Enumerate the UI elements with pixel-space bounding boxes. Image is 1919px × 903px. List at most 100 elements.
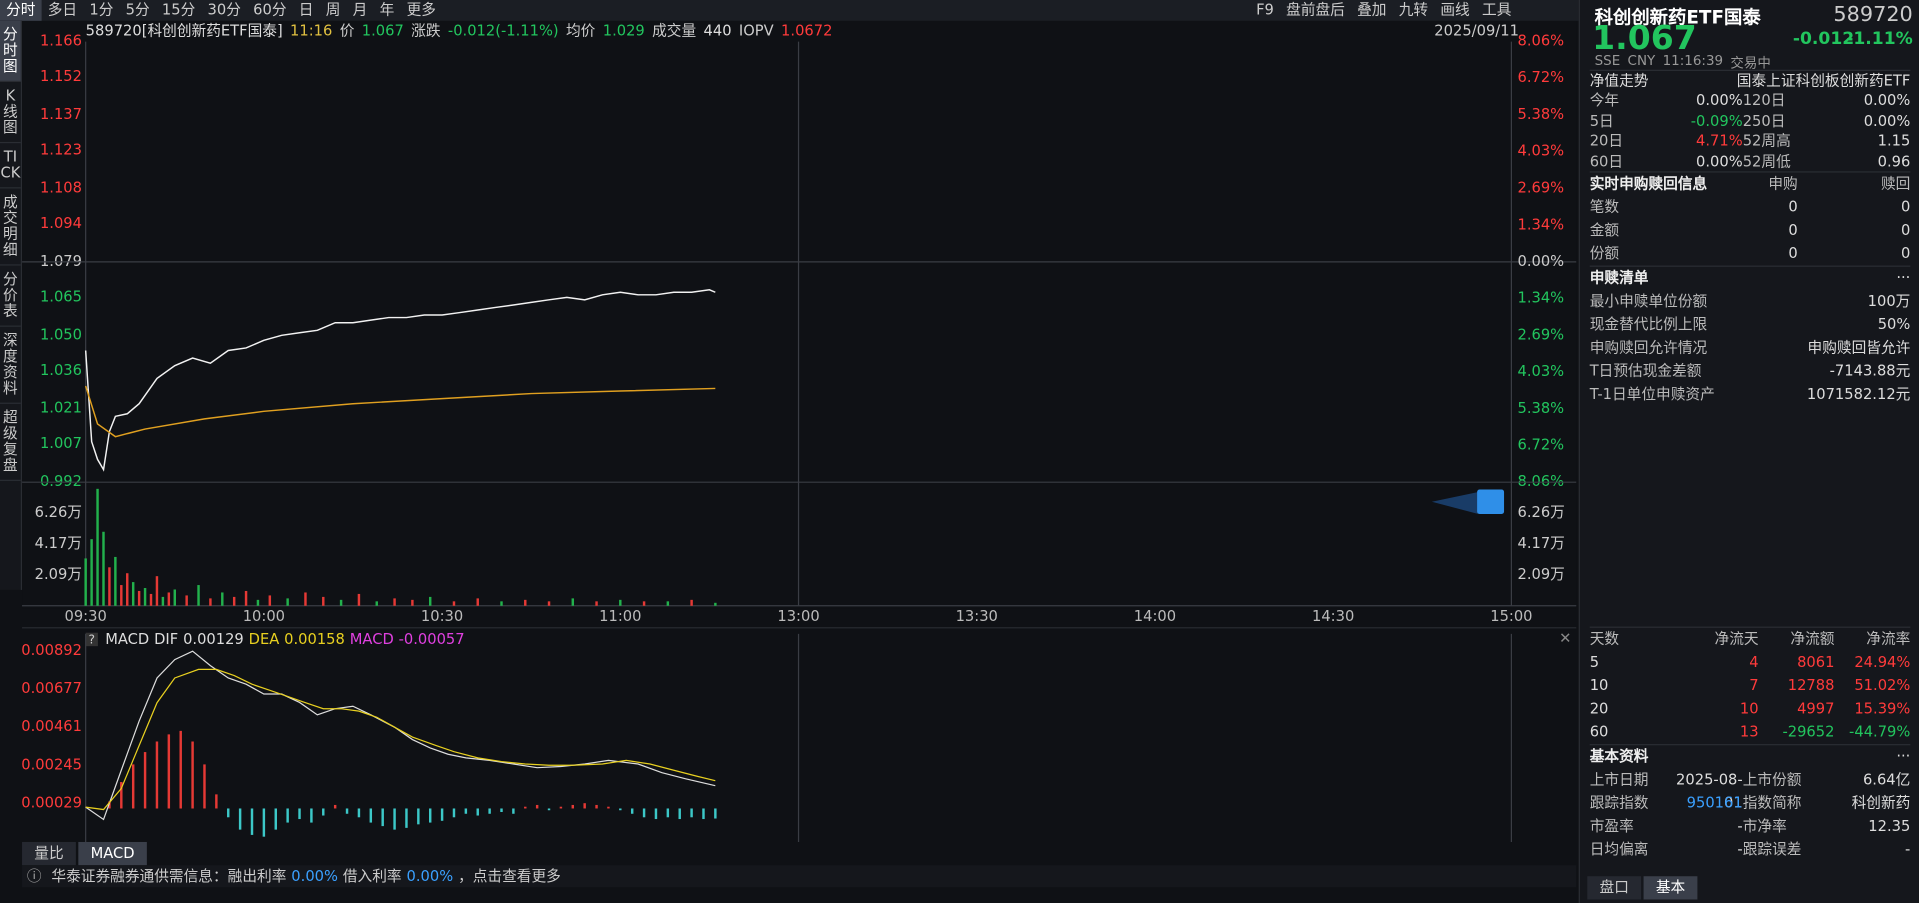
tool[interactable]: F9 (1256, 1, 1274, 19)
nav-cell: 20日 (1589, 132, 1624, 150)
y2-tick-label: 4.03% (1518, 363, 1565, 380)
nav-section: 净值走势 国泰上证科创板创新药ETF 今年 0.00% 120日 0.00% 5日 -0.09… (1589, 69, 1911, 172)
tab[interactable]: 30分 (207, 1, 241, 19)
tab[interactable]: 周 (325, 1, 341, 19)
sub-cell: 0 (1901, 198, 1911, 216)
tab[interactable]: 15分 (161, 1, 196, 19)
tab[interactable]: 多日 (47, 1, 78, 19)
basic-cell: 12.35 (1868, 817, 1911, 835)
y-tick-label: 0.00461 (21, 718, 82, 735)
tool[interactable]: 叠加 (1357, 1, 1387, 19)
list-more[interactable]: ··· (1896, 269, 1911, 287)
y2-tick-label: 5.38% (1518, 106, 1565, 123)
flow-cell: 12788 (1787, 676, 1835, 694)
flow-row: 20 10 4997 15.39% (1590, 698, 1911, 721)
nav-row: 今年 0.00% 120日 0.00% (1590, 91, 1911, 111)
y-tick-label: 0.00245 (21, 756, 82, 773)
tab[interactable]: 更多 (406, 1, 436, 19)
volume-bar (619, 599, 622, 606)
volume-bar (304, 592, 307, 606)
y2-tick-label: 1.34% (1518, 290, 1565, 307)
tool[interactable]: 九转 (1398, 1, 1429, 19)
tab[interactable]: 5分 (125, 1, 150, 19)
sub-row: 金额 0 0 (1590, 219, 1911, 242)
tab[interactable]: 1分 (89, 1, 114, 19)
x-tick-label: 14:00 (1134, 608, 1176, 625)
subscription-section: 实时申购赎回信息 申购 赎回 笔数 0 0 金额 0 0 份额 0 0 (1589, 171, 1911, 265)
volume-bar (185, 595, 188, 606)
side-tab[interactable]: 分时图 (0, 20, 21, 82)
sub-cell: 0 (1788, 244, 1798, 262)
tab[interactable]: 月 (352, 1, 368, 19)
tab[interactable]: 分时 (0, 0, 42, 21)
y-tick-label: 1.007 (40, 435, 82, 452)
y-tick-label: 1.166 (40, 33, 82, 50)
close-icon[interactable]: ✕ (1559, 630, 1571, 647)
basic-row: 上市日期 2025-08-01 上市份额 6.64亿 (1590, 769, 1911, 811)
list-cell: 现金替代比例上限 (1589, 315, 1708, 333)
side-tab[interactable]: 分价表 (0, 266, 21, 327)
tab[interactable]: 日 (298, 1, 314, 19)
volume-bar (666, 601, 670, 606)
nav-cell: 120日 (1742, 91, 1786, 109)
flow-head: 天数 (1589, 630, 1620, 648)
price-line (84, 289, 716, 472)
help-icon[interactable] (85, 632, 98, 647)
side-tab[interactable]: K线图 (0, 82, 21, 144)
quote-price_label: 价 (339, 22, 355, 40)
macd-line (85, 668, 716, 811)
flow-table: 天数 净流天 净流额 净流率 5 4 8061 24.94% 10 7 12788 51.02% 20 1… (1589, 626, 1911, 744)
volume-bar (286, 598, 289, 606)
volume-bar (84, 558, 87, 606)
sub-cell: 0 (1788, 198, 1798, 216)
panel-tab[interactable]: 盘口 (1587, 876, 1642, 900)
side-tab[interactable]: TICK (0, 143, 21, 189)
sub-row: 份额 0 0 (1590, 242, 1911, 265)
x-tick-label: 13:00 (777, 608, 819, 625)
y-tick-label: 1.065 (40, 288, 82, 305)
nav-row: 5日 -0.09% 250日 0.00% (1590, 111, 1911, 131)
basic-more[interactable]: ··· (1896, 747, 1911, 765)
tool[interactable]: 画线 (1440, 1, 1470, 19)
list-row: T日预估现金差额 -7143.88元 (1590, 360, 1911, 383)
volume-bar (571, 598, 575, 606)
volume-bar (428, 596, 432, 606)
y-tick-label: 1.137 (40, 106, 82, 123)
drag-handle[interactable] (1431, 489, 1505, 514)
volume-bar (256, 599, 260, 606)
nav-cell: 60日 (1589, 152, 1624, 170)
y2-tick-label: 6.72% (1518, 437, 1565, 454)
macd-header: DIF (154, 631, 178, 648)
nav-row: 20日 4.71% 52周高 1.15 (1590, 131, 1911, 151)
nav-cell: 0.00% (1696, 152, 1743, 170)
volume-bar (690, 599, 693, 606)
flow-cell: 51.02% (1854, 676, 1911, 694)
sub-header: 实时申购赎回信息 申购 赎回 (1589, 171, 1911, 195)
bottom-tab[interactable]: 量比 (22, 841, 76, 866)
y-tick-label: 6.26万 (35, 504, 82, 521)
panel-tab[interactable]: 基本 (1643, 876, 1698, 900)
nav-title: 净值走势 (1589, 72, 1649, 90)
meta-item: 交易中 (1730, 55, 1771, 71)
bottom-tab[interactable]: MACD (78, 841, 147, 866)
side-tab[interactable]: 超级复盘 (0, 404, 21, 481)
sub-cell: 份额 (1589, 244, 1620, 262)
bottom-tabs: 量比 MACD (22, 841, 147, 866)
tool[interactable]: 工具 (1482, 1, 1512, 19)
tab[interactable]: 年 (379, 1, 395, 19)
volume-bar (524, 599, 527, 606)
notice-bar[interactable]: ⓘ 华泰证券融券通供需信息：融出利率 0.00% 借入利率 0.00% ，点击查看更多 (22, 865, 1577, 888)
tool[interactable]: 盘前盘后 (1286, 1, 1345, 19)
nav-cell: 0.00% (1863, 111, 1911, 130)
quote-change_label: 涨跌 (411, 22, 441, 40)
sub-cell: 金额 (1589, 221, 1620, 239)
tab[interactable]: 60分 (253, 1, 287, 19)
nav-cell: 0.96 (1877, 152, 1911, 170)
stock-code: 589720 (1833, 2, 1913, 27)
side-tab[interactable]: 深度资料 (0, 327, 21, 404)
y-tick-label: 1.152 (40, 68, 82, 85)
basic-section: 基本资料 ··· 上市日期 2025-08-01 上市份额 6.64亿 跟踪指数 950161… (1589, 744, 1911, 861)
list-cell: 100万 (1867, 292, 1911, 310)
side-tab[interactable]: 成交明细 (0, 188, 21, 266)
